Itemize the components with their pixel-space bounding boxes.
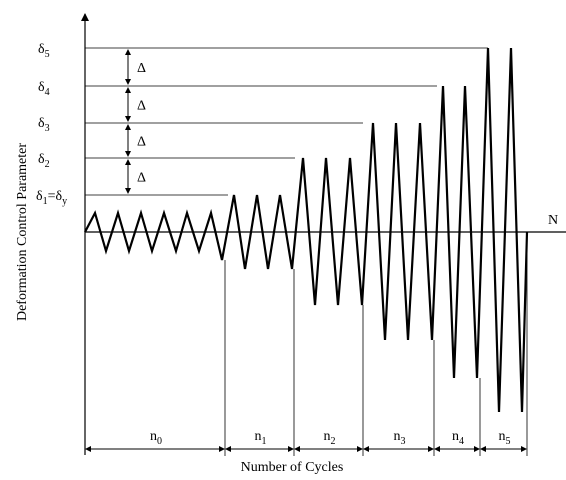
- cycle-label-5: n5: [499, 429, 511, 447]
- x-axis-label: Number of Cycles: [241, 460, 344, 475]
- delta-label-1: Δ: [137, 171, 146, 186]
- increment-arrows: Δ Δ Δ Δ: [125, 49, 146, 194]
- x-axis-end-label: N: [548, 213, 558, 228]
- amplitude-reference-lines: [85, 47, 488, 196]
- cycle-group-dimensions: n0 n1 n2 n3 n4 n5: [85, 429, 527, 452]
- cyclic-loading-waveform: [84, 47, 529, 413]
- amplitude-label-5: δ5: [38, 42, 50, 60]
- amplitude-label-4: δ4: [38, 80, 50, 98]
- cycle-label-2: n2: [324, 429, 336, 447]
- delta-label-3: Δ: [137, 99, 146, 114]
- delta-label-4: Δ: [137, 61, 146, 76]
- amplitude-label-2: δ2: [38, 152, 50, 170]
- y-axis-label: Deformation Control Parameter: [15, 143, 30, 321]
- cycle-label-3: n3: [394, 429, 406, 447]
- delta-label-2: Δ: [137, 135, 146, 150]
- cycle-label-4: n4: [452, 429, 464, 447]
- cycle-label-1: n1: [255, 429, 267, 447]
- amplitude-labels: δ1=δy δ2 δ3 δ4 δ5: [36, 42, 67, 207]
- amplitude-label-1: δ1=δy: [36, 189, 67, 207]
- amplitude-label-3: δ3: [38, 116, 50, 134]
- cycle-label-0: n0: [150, 429, 162, 447]
